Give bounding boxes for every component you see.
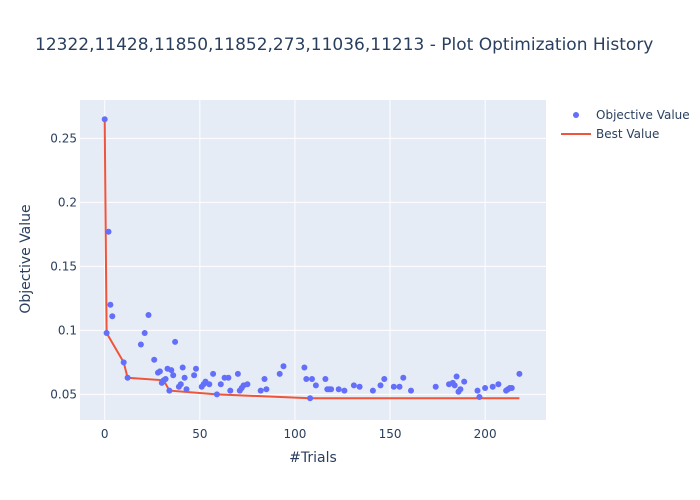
- y-axis-ticks: 0.05 0.1 0.15 0.2 0.25: [50, 131, 77, 401]
- objective-point[interactable]: [381, 376, 388, 382]
- objective-point[interactable]: [227, 387, 234, 394]
- objective-point[interactable]: [107, 301, 114, 308]
- objective-point[interactable]: [312, 382, 319, 389]
- y-tick-label: 0.1: [58, 323, 77, 337]
- y-tick-label: 0.25: [50, 131, 77, 145]
- objective-point[interactable]: [210, 370, 217, 377]
- objective-point[interactable]: [101, 116, 108, 123]
- x-axis-label: #Trials: [289, 450, 337, 466]
- objective-point[interactable]: [217, 381, 224, 388]
- objective-point[interactable]: [105, 228, 112, 235]
- objective-point[interactable]: [309, 376, 315, 382]
- plot-background: [80, 100, 546, 420]
- x-tick-label: 0: [101, 427, 109, 441]
- objective-point[interactable]: [162, 376, 169, 382]
- objective-point[interactable]: [322, 376, 329, 382]
- objective-point[interactable]: [225, 374, 232, 381]
- objective-point[interactable]: [495, 381, 502, 388]
- objective-point[interactable]: [156, 368, 163, 375]
- objective-point[interactable]: [193, 365, 199, 372]
- objective-point[interactable]: [145, 312, 152, 318]
- objective-point[interactable]: [166, 387, 173, 394]
- objective-point[interactable]: [206, 381, 213, 388]
- objective-point[interactable]: [341, 387, 348, 394]
- objective-point[interactable]: [453, 373, 460, 380]
- objective-point[interactable]: [276, 370, 283, 377]
- objective-point[interactable]: [179, 364, 186, 371]
- legend-item-best-value[interactable]: Best Value: [561, 127, 659, 141]
- x-tick-label: 50: [192, 427, 207, 441]
- objective-point[interactable]: [120, 359, 127, 366]
- objective-point[interactable]: [508, 385, 515, 391]
- objective-point[interactable]: [257, 387, 264, 394]
- legend-item-objective-value[interactable]: Objective Value: [573, 108, 690, 122]
- y-tick-label: 0.15: [50, 259, 77, 273]
- objective-point[interactable]: [137, 341, 144, 348]
- objective-point[interactable]: [451, 382, 458, 389]
- objective-point[interactable]: [109, 313, 116, 320]
- objective-point[interactable]: [263, 386, 270, 393]
- objective-point[interactable]: [474, 387, 481, 394]
- grid-lines: [80, 100, 546, 420]
- objective-value-series: [101, 116, 523, 402]
- objective-point[interactable]: [177, 381, 184, 388]
- legend-label-objective-value: Objective Value: [596, 108, 690, 122]
- plot-area[interactable]: [80, 100, 546, 420]
- objective-point[interactable]: [213, 391, 220, 398]
- legend[interactable]: Objective Value Best Value: [561, 108, 690, 141]
- objective-point[interactable]: [396, 383, 403, 390]
- objective-point[interactable]: [377, 382, 384, 389]
- objective-point[interactable]: [516, 370, 523, 377]
- objective-point[interactable]: [400, 374, 407, 381]
- objective-point[interactable]: [457, 386, 464, 393]
- legend-label-best-value: Best Value: [596, 127, 659, 141]
- objective-point[interactable]: [141, 330, 148, 336]
- chart-title: 12322,11428,11850,11852,273,11036,11213 …: [35, 35, 653, 55]
- objective-point[interactable]: [191, 372, 198, 379]
- y-axis-label: Objective Value: [18, 204, 34, 313]
- objective-point[interactable]: [168, 367, 175, 374]
- objective-point[interactable]: [244, 381, 251, 388]
- objective-point[interactable]: [183, 386, 190, 393]
- objective-point[interactable]: [124, 374, 131, 381]
- x-tick-label: 200: [474, 427, 497, 441]
- legend-marker-icon: [573, 112, 579, 118]
- objective-point[interactable]: [172, 338, 179, 345]
- y-tick-label: 0.2: [58, 195, 77, 209]
- x-tick-label: 150: [379, 427, 402, 441]
- x-axis-ticks: 0 50 100 150 200: [101, 427, 497, 441]
- objective-point[interactable]: [390, 383, 397, 390]
- objective-point[interactable]: [476, 394, 483, 400]
- objective-point[interactable]: [356, 383, 363, 390]
- objective-point[interactable]: [303, 376, 310, 382]
- objective-point[interactable]: [328, 386, 335, 393]
- objective-point[interactable]: [103, 330, 110, 336]
- objective-point[interactable]: [151, 356, 158, 363]
- objective-point[interactable]: [408, 387, 414, 394]
- objective-point[interactable]: [307, 395, 314, 402]
- objective-point[interactable]: [170, 372, 177, 379]
- objective-point[interactable]: [234, 370, 241, 377]
- y-tick-label: 0.05: [50, 387, 77, 401]
- objective-point[interactable]: [489, 383, 496, 390]
- objective-point[interactable]: [350, 382, 357, 389]
- objective-point[interactable]: [301, 364, 308, 371]
- objective-point[interactable]: [461, 378, 468, 385]
- objective-point[interactable]: [181, 374, 188, 381]
- objective-point[interactable]: [261, 376, 268, 382]
- objective-point[interactable]: [482, 385, 489, 391]
- objective-point[interactable]: [335, 386, 342, 393]
- objective-point[interactable]: [432, 383, 439, 390]
- x-tick-label: 100: [283, 427, 306, 441]
- objective-point[interactable]: [369, 387, 376, 394]
- objective-point[interactable]: [280, 363, 287, 370]
